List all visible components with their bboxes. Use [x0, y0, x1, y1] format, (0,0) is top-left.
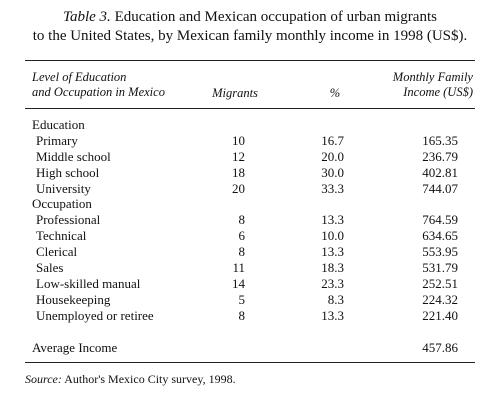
table-row: Technical 6 10.0 634.65 — [0, 228, 500, 243]
bottom-rule — [25, 362, 475, 363]
income-value: 221.40 — [422, 308, 458, 323]
migrants-count: 11 — [232, 260, 245, 275]
average-income-label: Average Income — [32, 340, 118, 355]
percent-value: 8.3 — [327, 292, 344, 307]
row-label: High school — [36, 165, 100, 180]
header-income-line-1: Monthly Family — [392, 70, 473, 84]
header-label-line-1: Level of Education — [32, 70, 127, 84]
percent-value: 13.3 — [321, 244, 344, 259]
percent-value: 33.3 — [321, 181, 344, 196]
table-row: Primary 10 16.7 165.35 — [0, 133, 500, 148]
income-value: 402.81 — [422, 165, 458, 180]
table-row: High school 18 30.0 402.81 — [0, 165, 500, 180]
section-heading-education: Education — [0, 117, 500, 132]
migrants-count: 20 — [232, 181, 245, 196]
income-value: 531.79 — [422, 260, 458, 275]
percent-value: 13.3 — [321, 308, 344, 323]
percent-value: 23.3 — [321, 276, 344, 291]
caption-line-2: to the United States, by Mexican family … — [32, 28, 468, 44]
row-label: Housekeeping — [36, 292, 111, 307]
header-migrants: Migrants — [212, 86, 258, 100]
migrants-count: 8 — [238, 212, 246, 227]
income-value: 744.07 — [422, 181, 458, 196]
source-text: Author's Mexico City survey, 1998. — [61, 372, 236, 386]
income-value: 165.35 — [422, 133, 458, 148]
table-row: Middle school 12 20.0 236.79 — [0, 149, 500, 164]
table-row: Housekeeping 5 8.3 224.32 — [0, 292, 500, 307]
income-value: 634.65 — [422, 228, 458, 243]
row-label: Primary — [36, 133, 78, 148]
row-label: Middle school — [36, 149, 111, 164]
percent-value: 20.0 — [321, 149, 344, 164]
header-label-line-2: and Occupation in Mexico — [32, 85, 165, 99]
income-value: 224.32 — [422, 292, 458, 307]
table-row: Low-skilled manual 14 23.3 252.51 — [0, 276, 500, 291]
percent-value: 10.0 — [321, 228, 344, 243]
percent-value: 13.3 — [321, 212, 344, 227]
header-rule — [25, 108, 475, 109]
source-label: Source: — [25, 372, 62, 386]
row-label: Low-skilled manual — [36, 276, 141, 291]
top-rule — [25, 60, 475, 61]
caption-line-1: Table 3. Education and Mexican occupatio… — [0, 8, 500, 27]
migrants-count: 12 — [232, 149, 245, 164]
table-caption: Table 3. Education and Mexican occupatio… — [0, 8, 500, 46]
income-value: 236.79 — [422, 149, 458, 164]
income-value: 764.59 — [422, 212, 458, 227]
section-heading-occupation: Occupation — [0, 196, 500, 211]
table-row: Professional 8 13.3 764.59 — [0, 212, 500, 227]
average-income-row: Average Income 457.86 — [0, 340, 500, 355]
migrants-count: 10 — [232, 133, 245, 148]
migrants-count: 8 — [238, 244, 246, 259]
percent-value: 18.3 — [321, 260, 344, 275]
average-income-value: 457.86 — [422, 340, 458, 355]
percent-value: 30.0 — [321, 165, 344, 180]
table-row: Sales 11 18.3 531.79 — [0, 260, 500, 275]
section-label: Occupation — [32, 196, 92, 211]
header-income-line-2: Income (US$) — [403, 85, 473, 99]
row-label: Technical — [36, 228, 87, 243]
table-row: Unemployed or retiree 8 13.3 221.40 — [0, 308, 500, 323]
row-label: Sales — [36, 260, 64, 275]
income-value: 252.51 — [422, 276, 458, 291]
caption-title: Education and Mexican occupation of urba… — [110, 9, 437, 25]
migrants-count: 18 — [232, 165, 245, 180]
row-label: Professional — [36, 212, 101, 227]
percent-value: 16.7 — [321, 133, 344, 148]
migrants-count: 14 — [232, 276, 245, 291]
migrants-count: 6 — [238, 228, 246, 243]
table-row: University 20 33.3 744.07 — [0, 181, 500, 196]
section-label: Education — [32, 117, 85, 132]
migrants-count: 8 — [238, 308, 246, 323]
row-label: Unemployed or retiree — [36, 308, 154, 323]
income-value: 553.95 — [422, 244, 458, 259]
row-label: University — [36, 181, 91, 196]
header-monthly-income: Monthly Family Income (US$) — [365, 70, 473, 100]
table-row: Clerical 8 13.3 553.95 — [0, 244, 500, 259]
source-note: Source: Author's Mexico City survey, 199… — [25, 372, 236, 386]
header-percent: % — [329, 86, 341, 100]
migrants-count: 5 — [238, 292, 246, 307]
caption-number: Table 3. — [63, 9, 111, 25]
header-education-occupation: Level of Education and Occupation in Mex… — [32, 70, 182, 100]
row-label: Clerical — [36, 244, 78, 259]
